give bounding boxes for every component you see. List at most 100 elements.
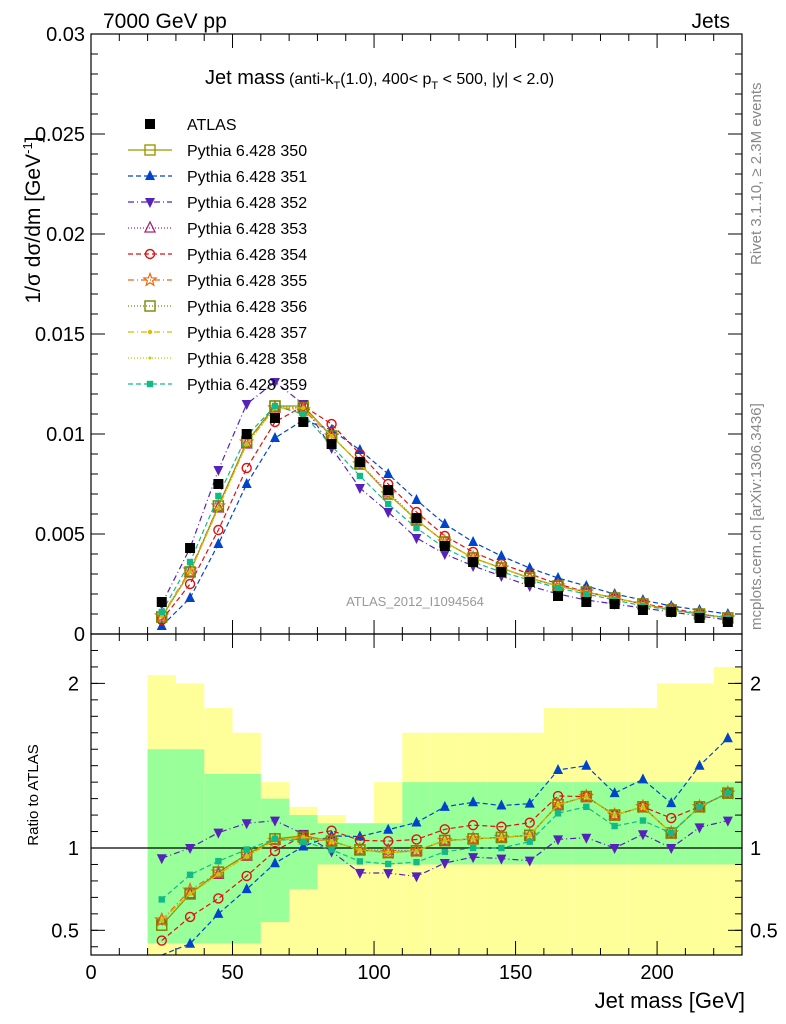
- y-tick-label: 0.03: [46, 24, 85, 46]
- series-2-point: [185, 592, 196, 602]
- atlas-data-point: [156, 597, 167, 607]
- legend-marker: [146, 380, 154, 388]
- series-10-ratio-point: [583, 803, 590, 811]
- series-5-point: [213, 524, 224, 536]
- series-2-point: [213, 538, 224, 548]
- series-4-ratio-point: [155, 912, 168, 925]
- series-9-point: [330, 434, 334, 438]
- series-5-ratio-point: [156, 935, 167, 946]
- series-5-ratio-point: [269, 845, 281, 857]
- series-3-point: [439, 550, 450, 560]
- series-9-point: [216, 506, 220, 510]
- series-2-ratio-point: [694, 759, 705, 770]
- ratio-tick-label: 1: [68, 838, 79, 860]
- series-2-ratio-point: [185, 937, 196, 948]
- series-9-ratio-point: [471, 837, 475, 841]
- series-2-point: [496, 550, 507, 560]
- ratio-band-inner: [458, 782, 488, 865]
- series-3-ratio-point: [524, 856, 535, 867]
- atlas-data-point: [383, 485, 394, 495]
- atlas-data-point: [298, 417, 309, 427]
- series-9-ratio-point: [641, 805, 645, 809]
- series-3-ratio-point: [468, 853, 479, 864]
- y-tick-label: 0.02: [46, 224, 85, 246]
- series-3-ratio-point: [496, 854, 507, 865]
- series-5-point: [184, 578, 196, 590]
- series-5-ratio-point: [467, 819, 479, 831]
- series-7-ratio-point: [580, 790, 593, 803]
- series-3-ratio-point: [156, 854, 167, 865]
- series-7-ratio-point: [212, 866, 225, 878]
- series-10-point: [300, 410, 307, 418]
- series-9-ratio-point: [301, 835, 305, 839]
- legend-label: Pythia 6.428 356: [187, 299, 307, 316]
- series-7-ratio-point: [608, 809, 621, 821]
- series-3-point: [354, 484, 365, 494]
- legend-label: Pythia 6.428 350: [187, 143, 307, 160]
- x-tick-label: 50: [221, 962, 243, 984]
- atlas-data-point: [185, 543, 196, 553]
- series-5-ratio-point: [666, 812, 677, 824]
- atlas-data-point: [354, 457, 365, 467]
- series-7-point: [269, 400, 281, 412]
- series-3-ratio-point: [722, 816, 733, 827]
- series-3-ratio-point: [439, 858, 450, 869]
- atlas-data-point: [269, 413, 280, 423]
- series-2-ratio-point: [637, 773, 648, 784]
- atlas-data-point: [241, 429, 252, 439]
- series-7-ratio-point: [184, 888, 196, 900]
- series-4-ratio-point: [325, 833, 338, 846]
- series-2-line: [161, 419, 728, 627]
- ratio-band-inner: [515, 782, 544, 865]
- ratio-y-axis-label: Ratio to ATLAS: [25, 744, 42, 845]
- series-2-ratio-point: [269, 857, 280, 868]
- series-2-point: [383, 468, 394, 478]
- main-plot: 0 0.005 0.01 0.015 0.02 0.025 0.03: [35, 24, 743, 646]
- series-2-point: [269, 432, 280, 442]
- series-3-ratio-point: [581, 833, 592, 844]
- x-tick-label: 0: [85, 962, 96, 984]
- series-7-point: [184, 566, 196, 578]
- y-tick-label: 0.025: [35, 124, 85, 146]
- series-2-ratio-point: [496, 799, 507, 810]
- series-10-ratio-point: [215, 857, 222, 865]
- series-2-point: [411, 494, 422, 504]
- series-10-ratio-point: [498, 844, 505, 852]
- series-9-point: [301, 406, 305, 410]
- series-2-ratio-point: [722, 732, 733, 743]
- atlas-data-point: [722, 617, 733, 627]
- series-3-ratio-point: [241, 819, 252, 830]
- series-6-ratio-point: [153, 911, 170, 927]
- series-2-ratio-point: [241, 883, 252, 894]
- series-3-line: [161, 381, 728, 621]
- legend-marker: [145, 170, 155, 180]
- ratio-tick-label-right: 1: [750, 838, 761, 860]
- series-3-ratio-point: [553, 835, 564, 846]
- series-2-ratio-point: [383, 823, 394, 834]
- x-tick-label: 150: [499, 962, 532, 984]
- legend-marker: [144, 248, 156, 260]
- series-9-ratio-point: [160, 918, 164, 922]
- series-2-ratio-point: [524, 797, 535, 808]
- x-tick-label: 200: [640, 962, 673, 984]
- atlas-data-point: [468, 557, 479, 567]
- legend-label: Pythia 6.428 354: [187, 247, 307, 264]
- ratio-tick-label: 0.5: [51, 920, 79, 942]
- series-10-ratio-point: [526, 838, 533, 845]
- ratio-plot: 0 50 100 150 200 0.5 0.5 1 1 2 2: [51, 34, 778, 984]
- series-2-point: [439, 518, 450, 528]
- series-9-line: [161, 407, 728, 619]
- series-2-ratio-point: [213, 907, 224, 918]
- legend-marker: [143, 220, 157, 233]
- legend-marker: [148, 356, 152, 360]
- legend-marker: [142, 271, 158, 287]
- series-2-point: [241, 478, 252, 488]
- series-9-ratio-point: [584, 795, 588, 799]
- legend-label: Pythia 6.428 357: [187, 325, 307, 342]
- series-3-ratio-point: [383, 869, 394, 880]
- rivet-label: Rivet 3.1.10, ≥ 2.3M events: [748, 83, 765, 266]
- legend-label: Pythia 6.428 359: [187, 377, 307, 394]
- series-10-line: [161, 405, 728, 619]
- series-3-ratio-point: [694, 823, 705, 834]
- series-3-point: [213, 466, 224, 476]
